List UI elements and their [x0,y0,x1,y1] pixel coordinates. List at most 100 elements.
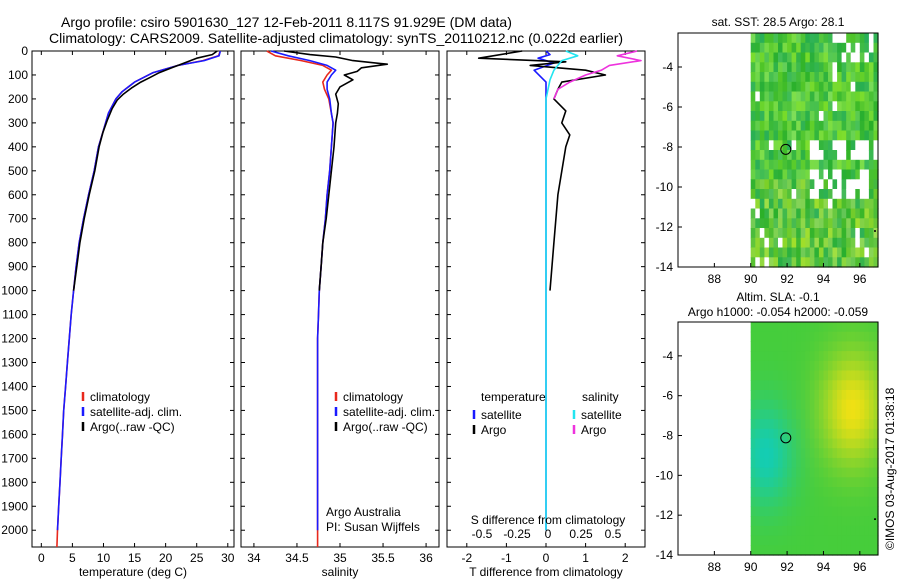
map-cell [859,150,865,161]
map-cell [764,208,770,219]
map-cell [787,228,793,239]
map-cell [800,111,806,122]
map-cell [759,91,765,102]
map-cell [864,419,870,430]
map-cell [773,120,779,132]
map-cell [791,448,797,459]
map-cell [828,218,834,229]
map-cell [855,428,861,440]
map-cell [850,487,856,498]
map-cell [859,322,865,333]
map-cell [787,351,793,362]
map-cell [778,428,784,440]
map-cell [791,42,797,54]
map-cell [855,419,861,430]
map-cell [791,130,797,141]
map-cell [864,322,870,333]
map-cell [850,438,856,449]
map-cell [832,62,838,73]
map-cell [787,179,793,190]
map-cell [796,130,802,141]
map-cell [796,42,802,54]
map-cell [823,341,829,352]
map-cell [846,228,852,239]
map-cell [782,341,788,352]
map-cell [750,179,756,190]
map-cell [759,52,765,63]
map-cell [773,72,779,83]
series-line [72,50,218,291]
map-cell [782,428,788,440]
map-cell [805,457,811,469]
map-cell [782,545,788,556]
map-cell [832,179,838,190]
map-cell [800,331,806,342]
map-cell [805,331,811,342]
map-cell [759,81,765,93]
map-cell [832,72,838,83]
y-tick-label: -12 [656,220,674,234]
map-cell [809,33,815,44]
map-cell [768,370,774,381]
map-cell [782,179,788,190]
map-cell [868,130,874,141]
map-cell [841,467,847,478]
map-cell [800,322,806,333]
map-cell [750,257,756,268]
map-cell [823,150,829,161]
map-cell [868,370,874,381]
legend-label: satellite [481,408,522,422]
map-cell [814,496,820,508]
map-cell [868,62,874,73]
map-cell [750,237,756,249]
map-cell [837,322,843,333]
map-cell [841,438,847,449]
map-cell [764,409,770,420]
map-cell [868,506,874,517]
map-cell [855,322,861,333]
map-cell [868,428,874,440]
map-cell [791,322,797,333]
map-cell [818,237,824,249]
y-tick-label: 300 [8,116,28,130]
map-cell [764,120,770,132]
map-cell [855,390,861,401]
map-cell [750,111,756,122]
map-cell [873,477,879,488]
map-cell [814,150,820,161]
map-cell [846,351,852,362]
map-cell [791,33,797,44]
map-cell [778,228,784,239]
map-cell [759,438,765,449]
map-cell [759,62,765,73]
map-cell [828,81,834,93]
map-cell [837,198,843,210]
map-cell [796,487,802,498]
map-cell [796,390,802,401]
map-cell [764,506,770,517]
map-cell [873,208,879,219]
map-cell [846,91,852,102]
map-cell [796,120,802,132]
map-cell [855,91,861,102]
map-cell [796,428,802,440]
map-cell [873,62,879,73]
map-cell [809,208,815,219]
map-cell [828,380,834,391]
map-cell [768,257,774,268]
map-cell [778,457,784,469]
map-cell [759,506,765,517]
map-cell [782,208,788,219]
map-cell [864,467,870,478]
legend-label: climatology [343,390,403,404]
map-cell [823,140,829,151]
map-cell [759,545,765,556]
map-cell [859,380,865,391]
map-cell [868,72,874,83]
map-cell [773,159,779,171]
map-cell [773,91,779,102]
map-cell [850,42,856,54]
map-cell [750,247,756,258]
map-cell [759,33,765,44]
map-cell [873,150,879,161]
